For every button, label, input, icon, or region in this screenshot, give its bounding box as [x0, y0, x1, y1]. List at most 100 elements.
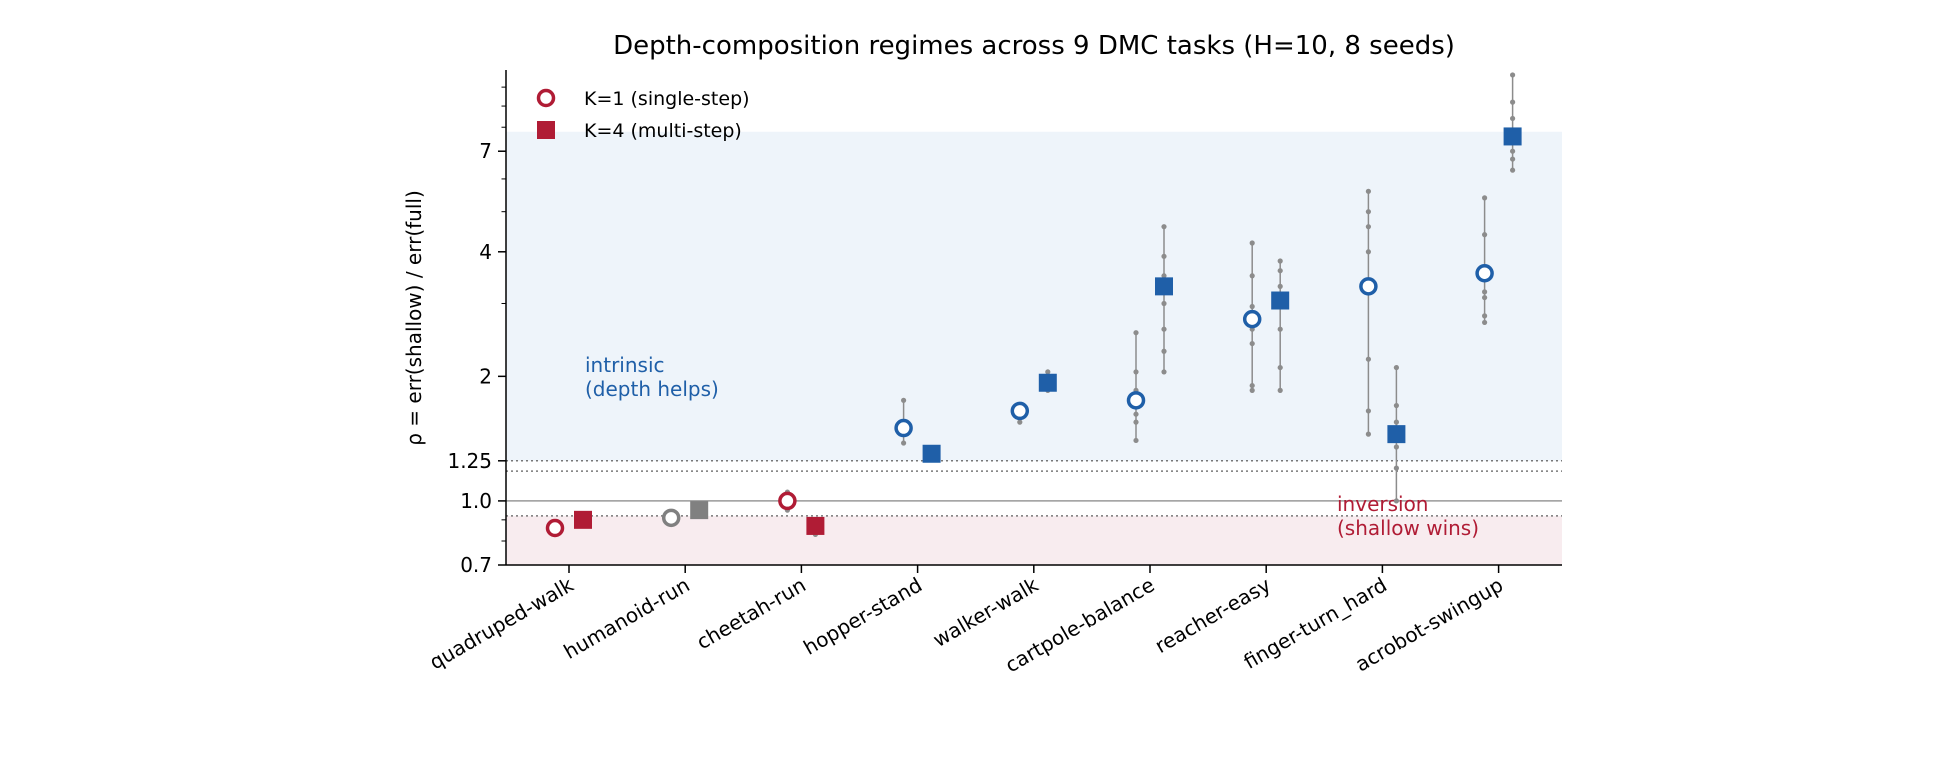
seed-dot: [1249, 382, 1255, 389]
legend-k1-marker: [536, 88, 556, 108]
seed-dot: [1482, 294, 1488, 301]
legend: K=1 (single-step) K=4 (multi-step): [536, 88, 750, 142]
x-tick-label-hopper-stand: hopper-stand: [799, 573, 926, 660]
seed-dot: [1277, 326, 1283, 332]
seed-dot: [1249, 340, 1255, 347]
seed-dot: [1161, 300, 1167, 307]
seed-dot: [1365, 431, 1371, 437]
k4-marker-walker-walk: [1038, 373, 1057, 392]
seed-dot: [1161, 369, 1167, 375]
seed-dot: [1393, 465, 1399, 471]
seed-dot: [1277, 387, 1283, 393]
seed-dot: [1017, 419, 1023, 425]
seed-dot: [901, 397, 907, 403]
y-ticks: 0.7 1.0 1.25 2 4 7: [447, 86, 506, 577]
seed-dot: [1393, 402, 1399, 409]
x-tick-label-cheetah-run: cheetah-run: [692, 573, 810, 655]
seed-dot: [1365, 356, 1371, 362]
seed-dot: [1482, 319, 1488, 326]
seed-dot: [1482, 232, 1488, 238]
seed-dot: [1249, 273, 1255, 279]
seed-dot: [1249, 387, 1255, 393]
seed-dot: [1161, 253, 1167, 259]
seed-dot: [1393, 498, 1399, 504]
legend-k4-marker: [537, 121, 555, 139]
y-axis-label: ρ = err(shallow) / err(full): [402, 190, 426, 446]
region-label-intrinsic: (depth helps): [585, 377, 719, 401]
seed-dot: [1161, 273, 1167, 279]
k4-marker-reacher-easy: [1271, 291, 1290, 310]
k4-marker-cartpole-balance: [1155, 277, 1173, 296]
seed-dot: [1510, 156, 1516, 162]
seed-dot: [1277, 364, 1283, 371]
k1-marker-quadruped-walk: [545, 518, 565, 538]
seed-dot: [1482, 289, 1488, 295]
seed-dot: [1365, 188, 1371, 194]
seed-dot: [1277, 268, 1283, 274]
seed-dot: [1482, 313, 1488, 319]
seed-dot: [1277, 283, 1283, 289]
seed-dot: [1393, 444, 1399, 450]
k1-marker-humanoid-run: [661, 508, 681, 528]
x-tick-label-humanoid-run: humanoid-run: [560, 573, 694, 664]
seed-dot: [1510, 167, 1516, 173]
seed-dot: [1161, 224, 1167, 230]
region-label-intrinsic: intrinsic: [585, 353, 665, 377]
chart-title: Depth-composition regimes across 9 DMC t…: [613, 31, 1455, 61]
seed-dot: [1365, 224, 1371, 230]
seed-dot: [1365, 408, 1371, 414]
y-tick-label: 1.25: [447, 449, 492, 473]
seed-dot: [1161, 326, 1167, 332]
x-tick-label-walker-walk: walker-walk: [929, 572, 1043, 652]
region-inversion: [506, 515, 1562, 565]
seed-dot: [1393, 419, 1399, 425]
seed-dot: [1393, 364, 1399, 371]
x-tick-label-quadruped-walk: quadruped-walk: [425, 572, 578, 674]
k1-marker-cheetah-run: [778, 491, 797, 511]
seed-dot: [901, 440, 907, 446]
k4-marker-humanoid-run: [690, 501, 709, 520]
seed-dot: [1482, 195, 1488, 201]
k1-marker-cartpole-balance: [1126, 391, 1146, 410]
seed-dot: [1510, 72, 1516, 78]
seed-dot: [1133, 437, 1139, 444]
seed-dot: [1133, 411, 1139, 417]
legend-label: K=4 (multi-step): [584, 120, 742, 142]
seed-dot: [1133, 419, 1139, 425]
x-ticks: quadruped-walkhumanoid-runcheetah-runhop…: [425, 565, 1507, 677]
region-label-inversion: (shallow wins): [1337, 516, 1479, 540]
seed-dot: [1161, 348, 1167, 354]
k1-marker-reacher-easy: [1242, 309, 1262, 329]
y-tick-label: 4: [479, 240, 492, 264]
seed-dot: [1510, 115, 1516, 122]
legend-label: K=1 (single-step): [584, 88, 750, 110]
k4-marker-finger-turn_hard: [1387, 425, 1406, 444]
region-label-inversion: inversion: [1337, 492, 1428, 516]
reference-lines: [506, 460, 1562, 517]
k1-marker-hopper-stand: [894, 418, 913, 438]
seed-dot: [1133, 330, 1139, 336]
region-intrinsic: [506, 131, 1562, 461]
y-tick-label: 0.7: [460, 553, 492, 577]
seed-dot: [1510, 99, 1516, 105]
background-regions: [506, 131, 1562, 565]
y-tick-label: 7: [479, 139, 492, 163]
seed-dot: [1249, 303, 1255, 310]
k1-marker-walker-walk: [1010, 401, 1030, 421]
region-labels: intrinsic(depth helps) inversion(shallow …: [585, 353, 1479, 540]
seed-dot: [1510, 148, 1516, 154]
seed-dot: [1133, 369, 1139, 375]
seed-dot: [1365, 249, 1371, 255]
k4-marker-acrobot-swingup: [1503, 127, 1522, 146]
seed-dot: [1045, 369, 1051, 375]
k1-marker-finger-turn_hard: [1359, 277, 1378, 296]
y-tick-label: 2: [479, 364, 492, 388]
seed-dot: [1249, 240, 1255, 246]
k4-marker-quadruped-walk: [574, 510, 592, 529]
k1-marker-acrobot-swingup: [1475, 263, 1494, 283]
seed-dot: [1277, 258, 1283, 264]
seed-dot: [1365, 209, 1371, 215]
k4-marker-hopper-stand: [922, 444, 941, 463]
data-points: [545, 127, 1522, 538]
